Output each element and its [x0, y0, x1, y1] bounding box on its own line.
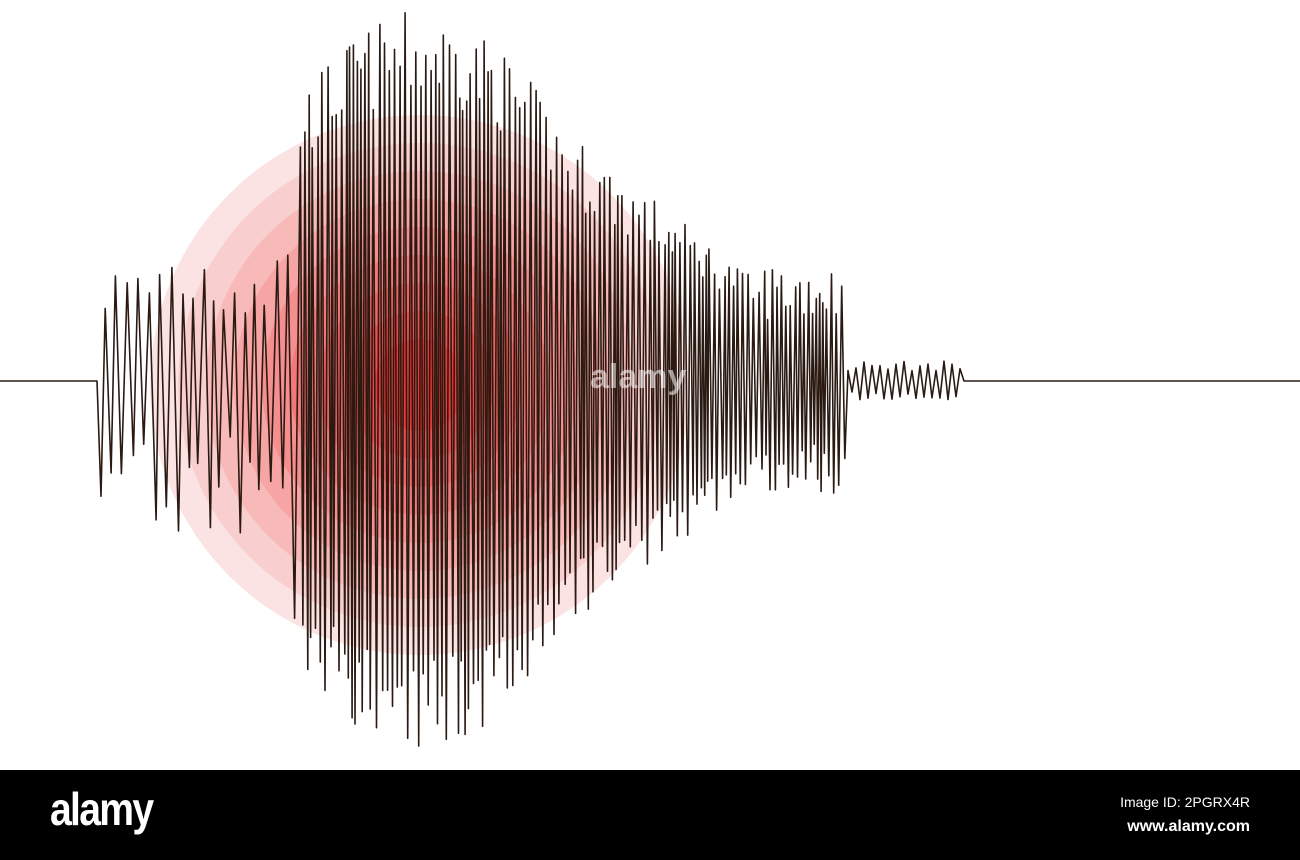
watermark: alamy — [590, 358, 687, 396]
seismograph-illustration — [0, 12, 1300, 747]
alamy-logo: alamy — [50, 783, 154, 835]
seismic-wave-line — [0, 12, 1300, 747]
image-id: Image ID: 2PGRX4R — [1120, 794, 1250, 810]
site-url: www.alamy.com — [1127, 818, 1250, 835]
footer-bar: alamy Image ID: 2PGRX4R www.alamy.com — [0, 770, 1300, 860]
